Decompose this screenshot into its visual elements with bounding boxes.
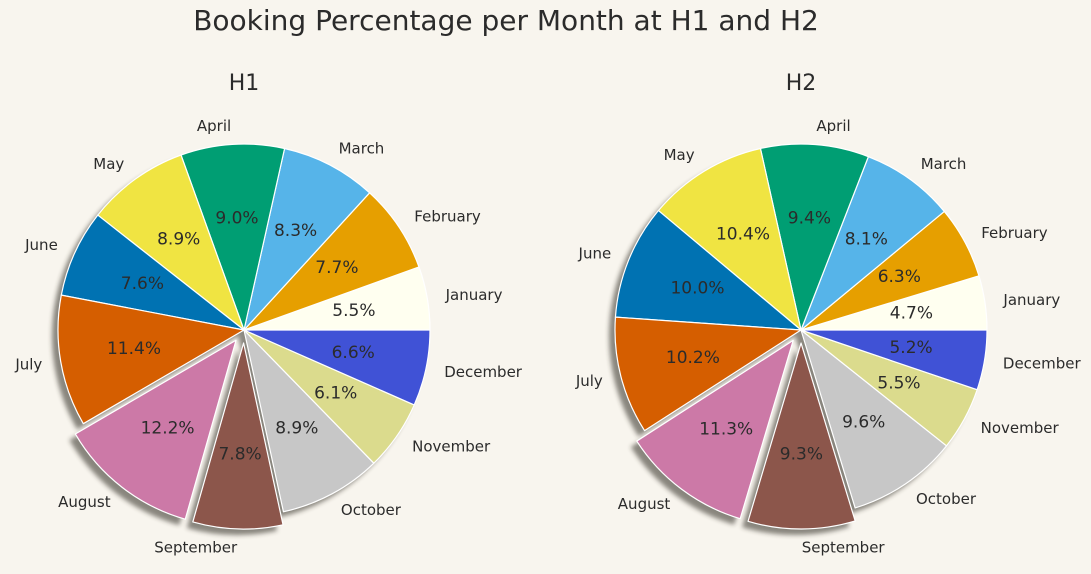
category-label-may: May — [93, 155, 124, 173]
percent-label-july: 10.2% — [666, 348, 720, 368]
wedge-july — [614, 316, 802, 432]
wedge-august — [74, 339, 237, 520]
category-label-april: April — [197, 117, 231, 135]
category-label-august: August — [618, 495, 671, 513]
category-label-september: September — [154, 539, 238, 557]
percent-label-december: 6.6% — [332, 343, 375, 363]
category-label-december: December — [444, 363, 523, 381]
wedge-may — [657, 147, 802, 331]
percent-label-january: 5.5% — [332, 301, 375, 321]
category-label-september: September — [802, 539, 886, 557]
category-label-january: January — [1002, 291, 1060, 309]
category-label-april: April — [816, 117, 850, 135]
wedge-may — [97, 154, 245, 331]
percent-label-august: 12.2% — [141, 419, 195, 439]
category-label-august: August — [58, 493, 111, 511]
wedge-october — [243, 329, 375, 513]
category-label-july: July — [14, 356, 42, 374]
category-label-march: March — [339, 140, 385, 158]
category-label-may: May — [664, 146, 695, 164]
wedge-april — [759, 143, 869, 331]
pie-title: H1 — [229, 71, 260, 96]
category-label-october: October — [341, 501, 402, 519]
percent-label-november: 5.5% — [877, 374, 920, 394]
category-label-november: November — [412, 438, 491, 456]
percent-label-may: 8.9% — [157, 230, 200, 250]
percent-label-april: 9.4% — [788, 209, 831, 229]
pie-labels: January 5.5% February 7.7% March 8.3% April 9.0… — [14, 117, 523, 557]
wedge-december — [243, 329, 431, 406]
percent-label-june: 7.6% — [121, 274, 164, 294]
category-label-november: November — [981, 419, 1060, 437]
percent-label-march: 8.3% — [274, 221, 317, 241]
percent-label-june: 10.0% — [670, 278, 724, 298]
wedge-december — [800, 329, 988, 391]
wedge-july — [57, 294, 245, 425]
category-label-june: June — [578, 245, 612, 263]
pie-wedges — [614, 143, 988, 530]
percent-label-august: 11.3% — [699, 420, 753, 440]
category-label-july: July — [575, 372, 603, 390]
category-label-february: February — [414, 208, 481, 226]
percent-label-december: 5.2% — [889, 338, 932, 358]
category-label-june: June — [24, 236, 58, 254]
percent-label-october: 9.6% — [842, 412, 885, 432]
figure-title: Booking Percentage per Month at H1 and H… — [193, 4, 819, 37]
wedge-march — [243, 147, 371, 331]
percent-label-november: 6.1% — [314, 384, 357, 404]
percent-label-september: 9.3% — [780, 445, 823, 465]
percent-label-july: 11.4% — [107, 339, 161, 359]
percent-label-september: 7.8% — [218, 445, 261, 465]
wedge-september — [747, 342, 856, 530]
pie-wedges — [57, 143, 431, 530]
wedge-march — [800, 156, 945, 331]
wedge-october — [800, 329, 948, 509]
wedge-august — [636, 339, 794, 520]
percent-label-february: 7.7% — [315, 258, 358, 278]
wedge-june — [614, 209, 802, 331]
wedge-april — [180, 143, 286, 331]
category-label-january: January — [445, 286, 503, 304]
pie-chart-h2: H2 January 4.7% February 6.3% March 8.1% April 9… — [575, 71, 1082, 557]
percent-label-march: 8.1% — [845, 230, 888, 250]
percent-label-october: 8.9% — [275, 418, 318, 438]
category-label-october: October — [916, 490, 977, 508]
category-label-february: February — [981, 224, 1048, 242]
percent-label-january: 4.7% — [890, 304, 933, 324]
category-label-march: March — [921, 155, 967, 173]
percent-label-february: 6.3% — [878, 267, 921, 287]
pie-labels: January 4.7% February 6.3% March 8.1% April 9.4… — [575, 117, 1082, 557]
wedge-september — [192, 342, 284, 530]
percent-label-may: 10.4% — [716, 225, 770, 245]
percent-label-april: 9.0% — [215, 209, 258, 229]
category-label-december: December — [1003, 354, 1082, 372]
pie-title: H2 — [786, 71, 817, 96]
pie-chart-h1: H1 January 5.5% February 7.7% March 8.3% April 9… — [14, 71, 523, 557]
